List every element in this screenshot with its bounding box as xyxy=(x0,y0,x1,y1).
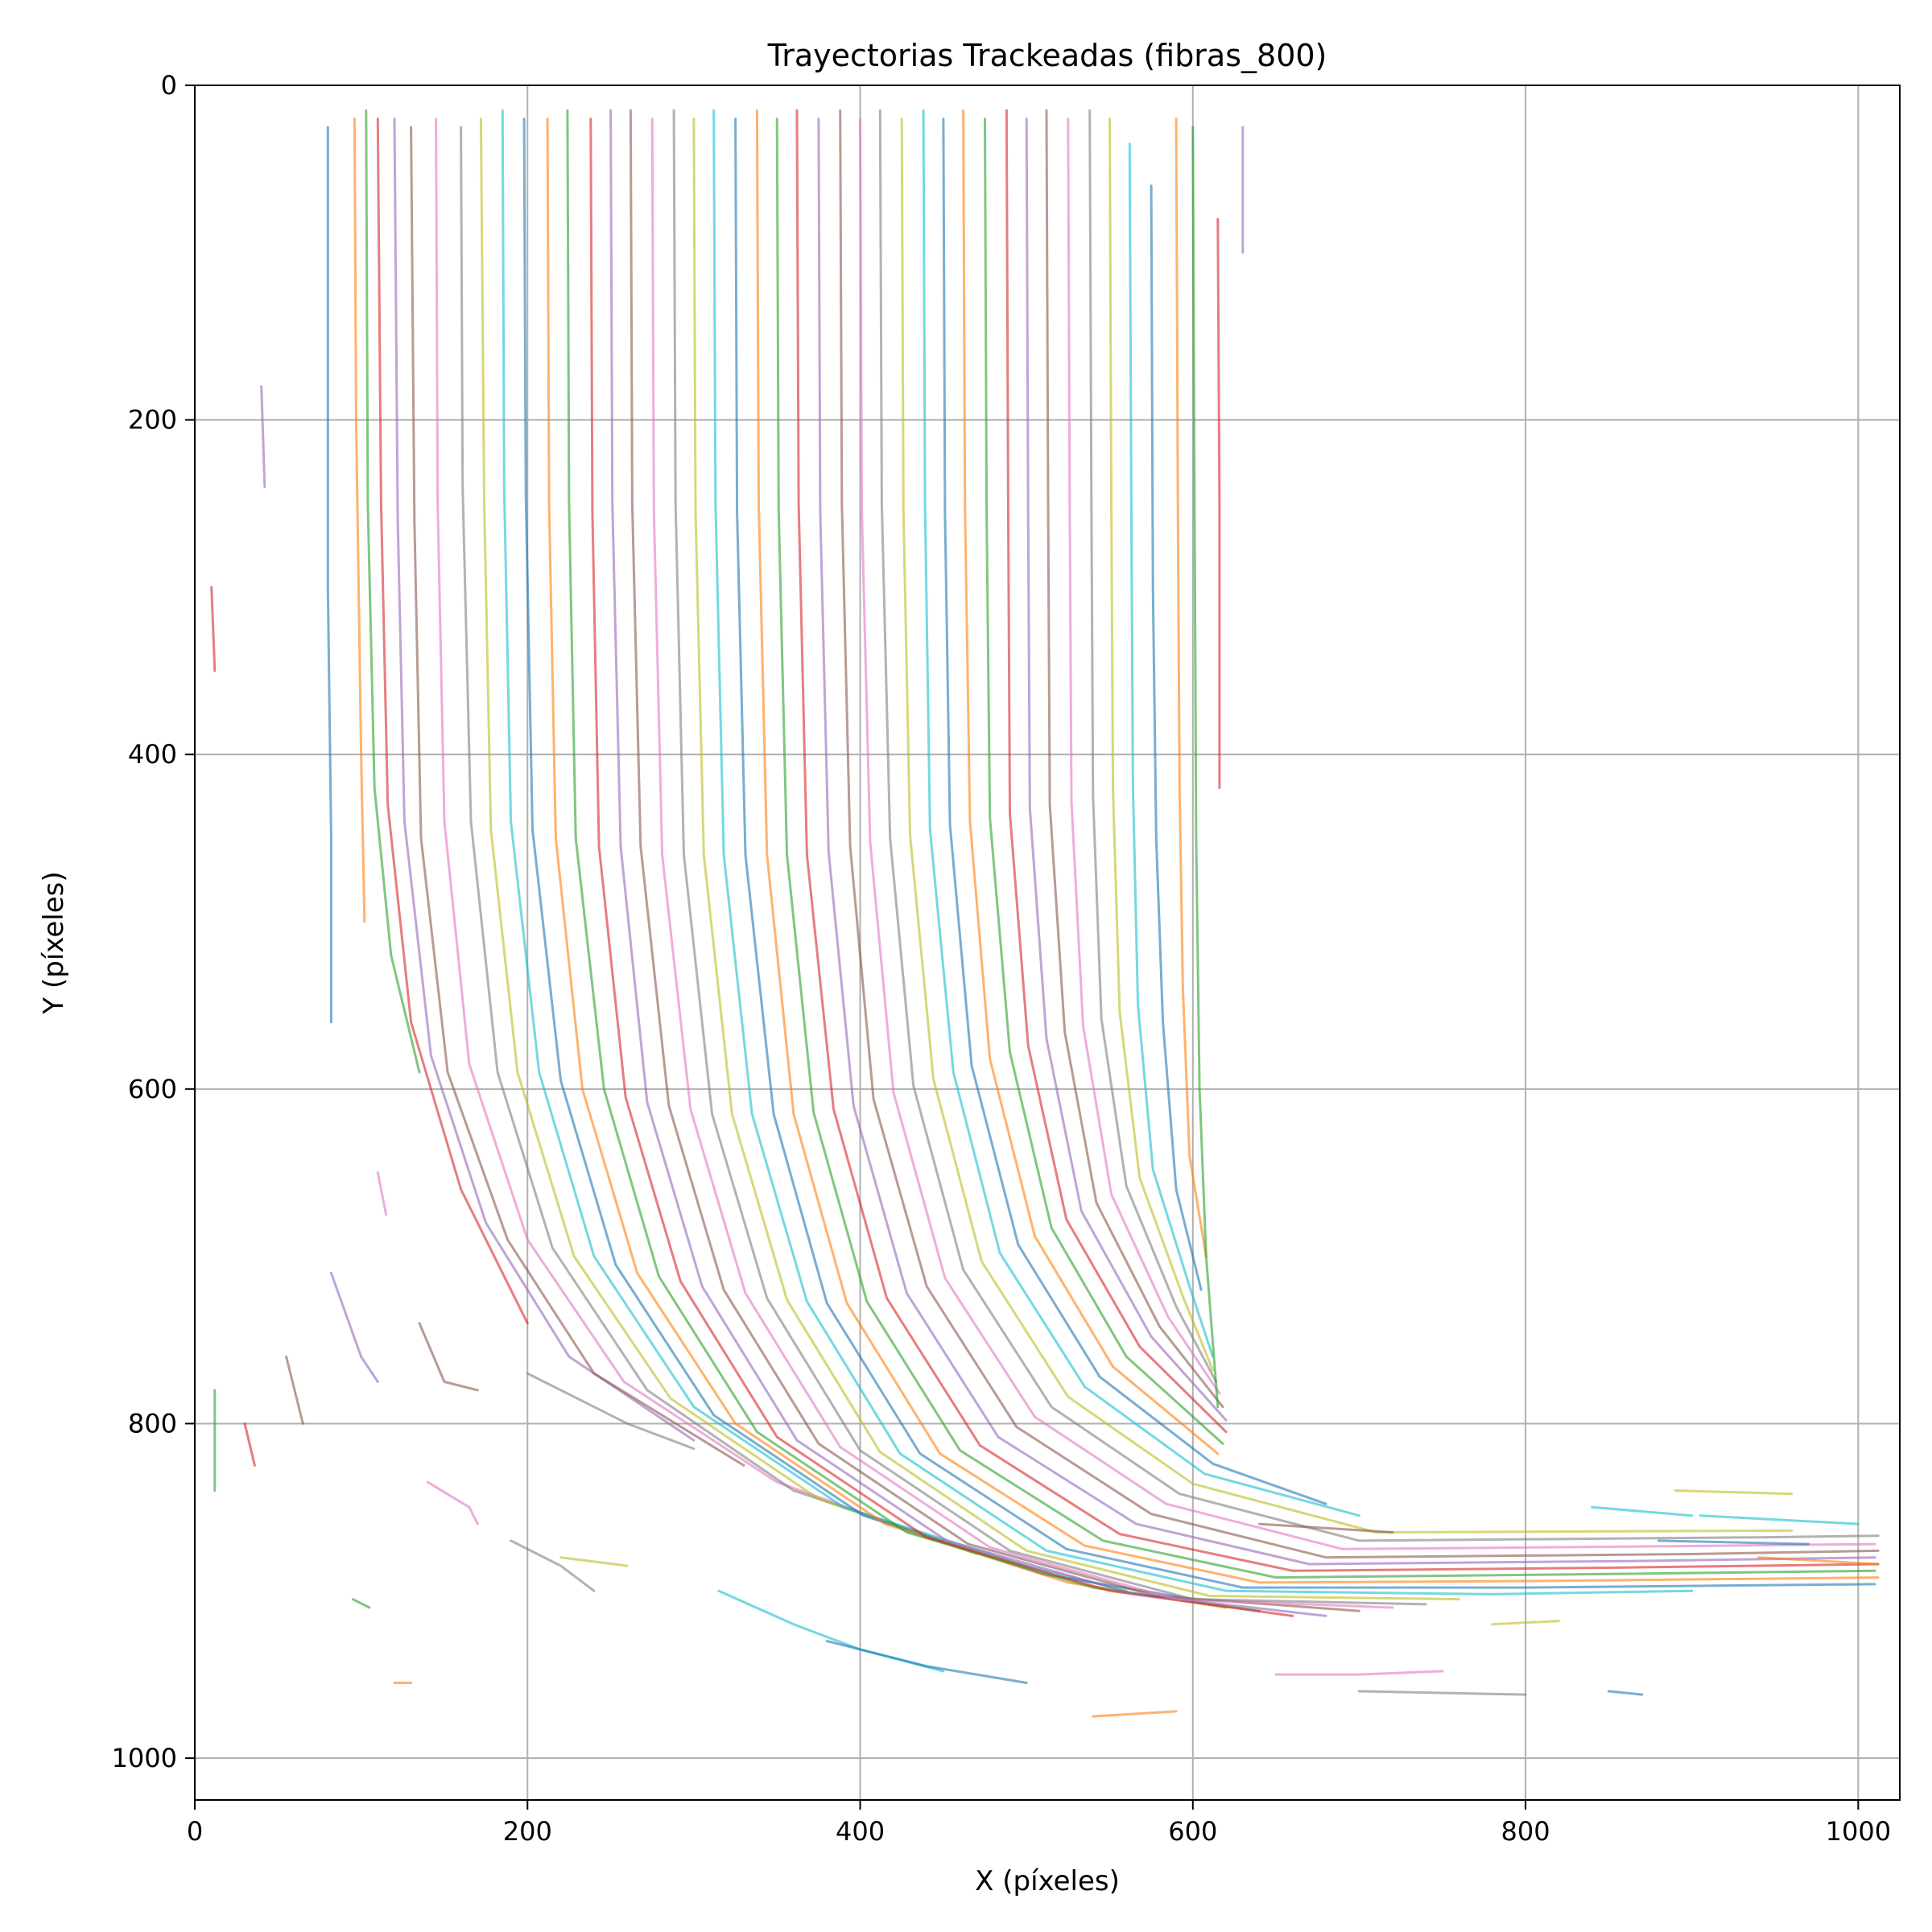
trajectory-line xyxy=(326,126,332,1024)
trajectory-line xyxy=(376,1171,388,1216)
x-tick-label: 800 xyxy=(1501,1816,1550,1847)
x-tick-label: 1000 xyxy=(1826,1816,1891,1847)
trajectory-line xyxy=(1699,1514,1860,1525)
trajectory-line xyxy=(629,109,1360,1612)
trajectory-line xyxy=(672,109,1427,1606)
trajectory-series xyxy=(210,109,1880,1718)
trajectory-line xyxy=(942,118,1327,1505)
y-tick-label: 1000 xyxy=(112,1743,177,1773)
trajectory-line xyxy=(1128,142,1215,1358)
trajectory-line xyxy=(1092,1710,1178,1718)
trajectory-line xyxy=(1216,217,1221,790)
x-tick-label: 200 xyxy=(503,1816,552,1847)
trajectory-line xyxy=(526,1372,696,1451)
trajectory-line xyxy=(1274,1670,1444,1676)
trajectory-line xyxy=(1067,118,1221,1395)
trajectory-line xyxy=(817,118,1876,1566)
trajectory-line xyxy=(353,118,366,923)
x-axis-label: X (píxeles) xyxy=(975,1865,1120,1897)
axis-ticks: 0 200 400 600 800 1000 0 200 400 600 800 1000 xyxy=(112,70,1891,1847)
trajectory-line xyxy=(922,109,1360,1517)
trajectory-line xyxy=(900,118,1794,1534)
y-axis-label: Y (píxeles) xyxy=(38,871,70,1014)
trajectory-line xyxy=(1258,1522,1394,1534)
trajectory-line xyxy=(839,109,1880,1559)
y-tick-label: 400 xyxy=(128,739,177,770)
trajectory-line xyxy=(376,118,529,1325)
trajectory-line xyxy=(418,1322,479,1392)
trajectory-line xyxy=(825,1640,1028,1684)
y-tick-label: 800 xyxy=(128,1408,177,1439)
trajectory-line xyxy=(650,118,1394,1609)
trajectory-line xyxy=(755,109,1880,1584)
x-tick-label: 0 xyxy=(187,1816,203,1847)
trajectory-line xyxy=(435,118,895,1525)
trajectory-line xyxy=(1088,109,1218,1383)
trajectory-line xyxy=(609,109,1327,1617)
trajectory-line xyxy=(460,126,945,1542)
trajectory-line xyxy=(589,118,1294,1617)
trajectory-line xyxy=(1657,1539,1810,1546)
trajectory-line xyxy=(1025,118,1228,1422)
trajectory-line xyxy=(1045,109,1224,1409)
trajectory-line xyxy=(479,118,978,1555)
trajectory-line xyxy=(285,1355,304,1425)
trajectory-line xyxy=(210,585,217,672)
trajectory-line xyxy=(962,109,1220,1455)
trajectory-line xyxy=(260,385,266,489)
trajectory-line xyxy=(1591,1505,1694,1517)
x-tick-label: 400 xyxy=(836,1816,885,1847)
y-tick-label: 200 xyxy=(128,405,177,436)
trajectory-line xyxy=(393,118,696,1442)
trajectory-line xyxy=(878,109,1880,1542)
trajectory-line xyxy=(1191,126,1220,1409)
chart-title: Trayectorias Trackeadas (fibras_800) xyxy=(767,38,1327,73)
trajectory-line xyxy=(1491,1620,1560,1626)
trajectory-line xyxy=(1108,118,1215,1372)
trajectory-line xyxy=(510,1539,596,1592)
trajectory-line xyxy=(712,109,1694,1596)
plot-frame xyxy=(194,85,1901,1801)
trajectory-line xyxy=(365,109,421,1074)
trajectory-line xyxy=(410,126,745,1467)
trajectory-line xyxy=(1674,1489,1794,1496)
trajectory-line xyxy=(243,1422,256,1467)
trajectory-line xyxy=(984,118,1224,1445)
y-tick-label: 600 xyxy=(128,1074,177,1104)
trajectory-line xyxy=(795,109,1880,1572)
trajectory-line xyxy=(351,1598,371,1609)
trajectory-line xyxy=(329,1271,379,1383)
y-tick-label: 0 xyxy=(161,70,177,101)
trajectory-line xyxy=(1174,118,1208,1258)
trajectory-line xyxy=(1005,109,1228,1434)
trajectory-line xyxy=(559,1556,629,1567)
trajectory-line xyxy=(1757,1556,1880,1566)
trajectory-line xyxy=(566,109,1261,1612)
trajectory-line xyxy=(692,118,1460,1601)
trajectory-line xyxy=(1150,184,1203,1291)
trajectory-line xyxy=(1607,1690,1644,1696)
trajectory-line xyxy=(1357,1690,1527,1696)
trajectory-line xyxy=(859,118,1876,1550)
x-tick-label: 600 xyxy=(1168,1816,1217,1847)
trajectory-line xyxy=(734,118,1876,1589)
trajectory-line xyxy=(426,1480,479,1525)
trajectory-line xyxy=(775,118,1876,1579)
